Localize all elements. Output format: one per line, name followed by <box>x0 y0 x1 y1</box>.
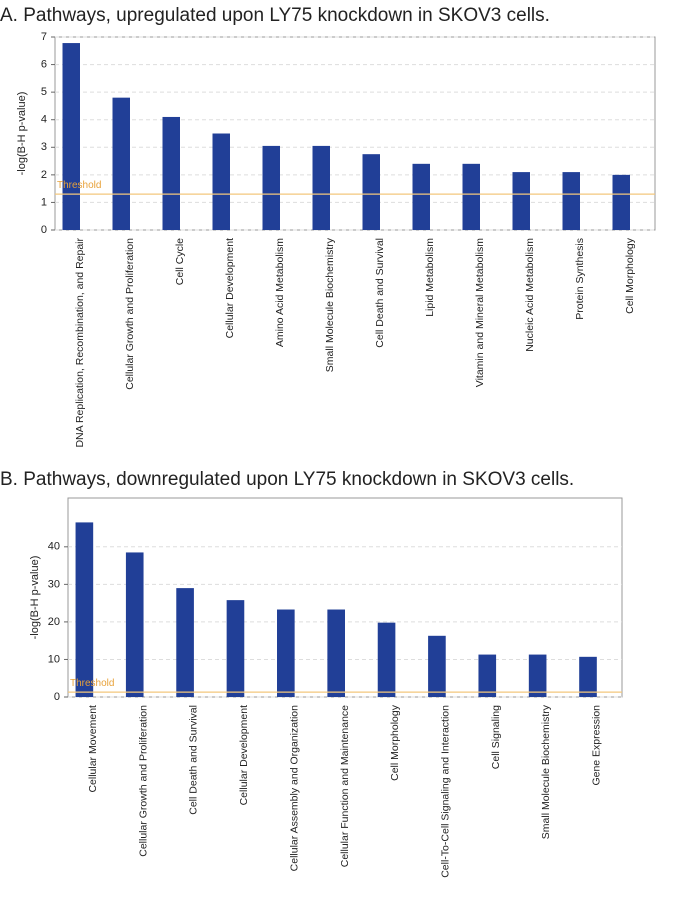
x-tick-label: Cell Morphology <box>389 704 401 781</box>
bar <box>327 609 345 697</box>
x-tick-label: Gene Expression <box>591 705 603 786</box>
y-tick-label: 40 <box>48 541 60 553</box>
y-tick-label: 7 <box>41 31 47 43</box>
y-tick-label: 0 <box>41 224 47 236</box>
bar <box>75 522 94 697</box>
bar <box>428 635 446 697</box>
bar <box>562 172 580 230</box>
y-tick-label: 0 <box>54 691 60 703</box>
x-tick-label: Cellular Movement <box>87 705 99 793</box>
bar <box>462 163 480 230</box>
bar <box>362 154 380 230</box>
x-tick-label: Lipid Metabolism <box>424 238 436 317</box>
x-tick-label: Cell Death and Survival <box>374 238 386 348</box>
bar <box>212 133 230 230</box>
bar <box>612 174 630 230</box>
threshold-label: Threshold <box>70 678 114 689</box>
bar <box>176 588 194 697</box>
x-tick-label: Cell-To-Cell Signaling and Interaction <box>440 705 452 878</box>
bar <box>512 172 530 230</box>
x-tick-label: Protein Synthesis <box>574 238 586 320</box>
y-tick-label: 1 <box>41 196 47 208</box>
x-tick-label: Amino Acid Metabolism <box>274 238 286 347</box>
x-tick-label: Cellular Growth and Proliferation <box>124 238 136 390</box>
x-tick-label: Cellular Assembly and Organization <box>288 705 300 871</box>
bar <box>125 552 144 697</box>
threshold-label: Threshold <box>57 180 101 191</box>
x-tick-label: Vitamin and Mineral Metabolism <box>474 238 486 387</box>
plot-frame <box>54 36 656 231</box>
y-tick-label: 10 <box>48 653 60 665</box>
bar <box>226 600 245 697</box>
x-tick-label: Small Molecule Biochemistry <box>324 237 336 372</box>
x-tick-label: Cell Death and Survival <box>188 705 200 815</box>
chart-title: A. Pathways, upregulated upon LY75 knock… <box>0 5 550 26</box>
bar <box>112 97 130 231</box>
y-tick-label: 5 <box>41 86 47 98</box>
bar <box>62 43 80 230</box>
x-tick-label: Cell Morphology <box>624 237 636 314</box>
bar <box>478 654 497 697</box>
y-tick-label: 3 <box>41 141 47 153</box>
x-tick-label: Cellular Development <box>238 705 250 805</box>
x-tick-label: Small Molecule Biochemistry <box>540 704 552 839</box>
x-tick-label: Cellular Growth and Proliferation <box>137 705 149 857</box>
bar <box>377 622 396 697</box>
y-tick-label: 20 <box>48 616 60 628</box>
bar <box>162 116 180 230</box>
x-tick-label: Cellular Development <box>224 238 236 338</box>
x-tick-label: Cell Signaling <box>490 705 502 769</box>
y-tick-label: 30 <box>48 578 60 590</box>
y-tick-label: 4 <box>41 114 47 126</box>
y-tick-label: 6 <box>41 58 47 70</box>
bar <box>579 656 597 697</box>
x-tick-label: Cell Cycle <box>174 238 186 285</box>
chart-title: B. Pathways, downregulated upon LY75 kno… <box>0 469 574 490</box>
x-tick-label: DNA Replication, Recombination, and Repa… <box>74 237 86 447</box>
y-tick-label: 2 <box>41 169 47 181</box>
x-tick-label: Cellular Function and Maintenance <box>339 705 351 867</box>
bar <box>277 609 295 697</box>
y-axis-label: -log(B-H p-value) <box>29 556 41 640</box>
y-axis-label: -log(B-H p-value) <box>16 92 28 176</box>
bar <box>412 163 430 230</box>
bar <box>262 145 280 230</box>
x-tick-label: Nucleic Acid Metabolism <box>524 238 536 352</box>
bar <box>312 145 330 230</box>
bar <box>528 654 547 697</box>
